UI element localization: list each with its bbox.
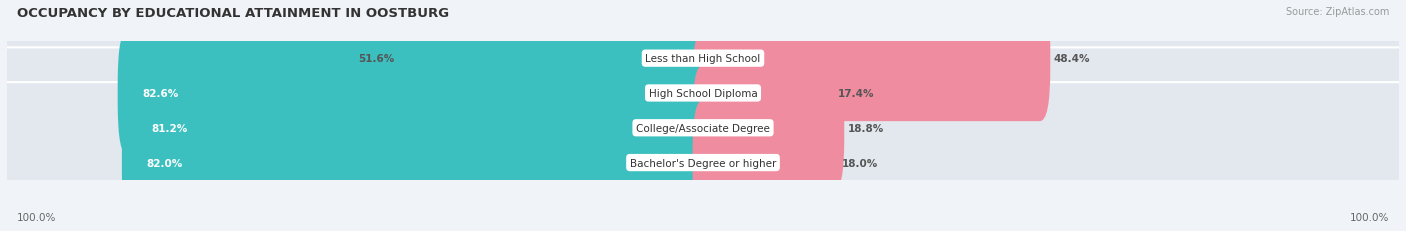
Text: 17.4%: 17.4% (838, 88, 875, 99)
Text: 18.8%: 18.8% (848, 123, 884, 133)
FancyBboxPatch shape (128, 66, 713, 191)
Text: Less than High School: Less than High School (645, 54, 761, 64)
Text: 48.4%: 48.4% (1053, 54, 1090, 64)
FancyBboxPatch shape (0, 48, 1406, 208)
FancyBboxPatch shape (0, 0, 1406, 139)
FancyBboxPatch shape (0, 83, 1406, 231)
FancyBboxPatch shape (118, 31, 713, 156)
Text: Bachelor's Degree or higher: Bachelor's Degree or higher (630, 158, 776, 168)
FancyBboxPatch shape (693, 100, 839, 225)
FancyBboxPatch shape (693, 0, 1050, 122)
Text: OCCUPANCY BY EDUCATIONAL ATTAINMENT IN OOSTBURG: OCCUPANCY BY EDUCATIONAL ATTAINMENT IN O… (17, 7, 449, 20)
FancyBboxPatch shape (122, 100, 713, 225)
FancyBboxPatch shape (693, 66, 844, 191)
Text: 82.6%: 82.6% (142, 88, 179, 99)
Text: Source: ZipAtlas.com: Source: ZipAtlas.com (1285, 7, 1389, 17)
Text: 51.6%: 51.6% (357, 54, 394, 64)
Text: 100.0%: 100.0% (17, 212, 56, 222)
Text: 18.0%: 18.0% (842, 158, 879, 168)
Text: 81.2%: 81.2% (152, 123, 188, 133)
FancyBboxPatch shape (0, 14, 1406, 174)
Text: College/Associate Degree: College/Associate Degree (636, 123, 770, 133)
Text: 100.0%: 100.0% (1350, 212, 1389, 222)
Text: High School Diploma: High School Diploma (648, 88, 758, 99)
Text: 82.0%: 82.0% (146, 158, 183, 168)
FancyBboxPatch shape (333, 0, 713, 122)
FancyBboxPatch shape (693, 31, 835, 156)
